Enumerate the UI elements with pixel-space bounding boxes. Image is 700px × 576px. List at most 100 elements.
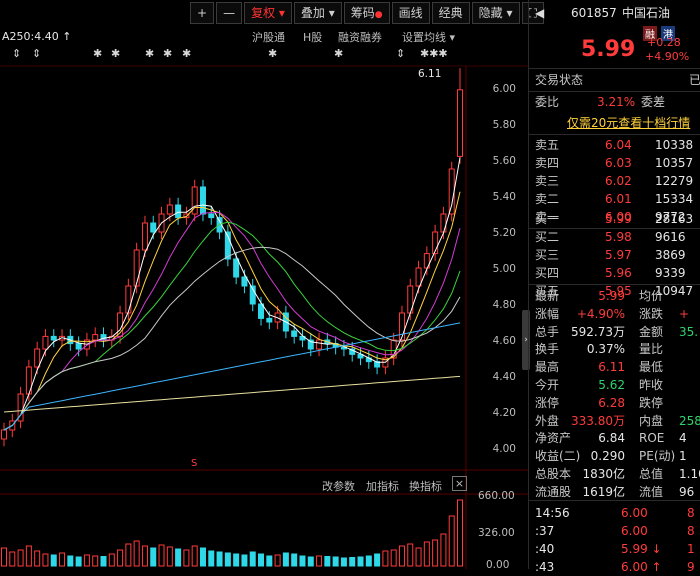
overlay-dropdown[interactable]: 叠加 ▾ <box>293 2 342 24</box>
kline-chart[interactable] <box>0 0 528 569</box>
y-tick: 4.20 <box>492 407 516 419</box>
weibi-value: 3.21% <box>597 95 636 109</box>
candle-body[interactable] <box>42 335 49 350</box>
classic-button[interactable]: 经典 <box>431 2 470 24</box>
candle-body[interactable] <box>224 231 231 260</box>
candle-body[interactable] <box>440 213 447 233</box>
candle-body[interactable] <box>141 222 148 251</box>
draw-line-button[interactable]: 画线 <box>391 2 430 24</box>
y-tick: 5.20 <box>492 227 516 239</box>
bid-price[interactable]: 5.96 <box>605 266 632 280</box>
candle-body[interactable] <box>307 339 314 350</box>
candle-body[interactable] <box>249 285 256 305</box>
ask-label: 卖四 <box>535 156 560 170</box>
candle-body[interactable] <box>92 334 99 341</box>
event-marker[interactable]: ✱ <box>182 47 192 60</box>
close-icon[interactable]: × <box>452 476 467 491</box>
volume-bar <box>92 555 99 567</box>
candle-body[interactable] <box>432 231 439 255</box>
ask-price[interactable]: 6.01 <box>605 192 632 206</box>
volume-bar <box>191 545 198 567</box>
event-marker[interactable]: ✱ <box>111 47 121 60</box>
event-marker[interactable]: ✱ <box>163 47 173 60</box>
volume-bar <box>448 515 455 567</box>
candle-body[interactable] <box>175 204 182 219</box>
back-icon[interactable]: ◀ <box>535 6 545 20</box>
ask-price[interactable]: 6.00 <box>605 210 632 224</box>
tick-time: :43 <box>535 560 555 574</box>
candle-body[interactable] <box>75 343 82 350</box>
y-tick: 4.60 <box>492 335 516 347</box>
candle-body[interactable] <box>291 330 298 337</box>
ask-price[interactable]: 6.02 <box>605 174 632 188</box>
volume-bar <box>75 556 82 567</box>
event-marker[interactable]: ✱ <box>145 47 155 60</box>
stat-label-2: PE(动) <box>639 449 676 464</box>
hide-dropdown[interactable]: 隐藏 ▾ <box>471 2 520 24</box>
candle-body[interactable] <box>166 204 173 215</box>
stat-label: 收益(二) <box>535 449 581 464</box>
candle-body[interactable] <box>398 312 405 341</box>
candle-body[interactable] <box>357 353 364 359</box>
candle-body[interactable] <box>34 348 41 368</box>
event-marker[interactable]: ⇕ <box>32 47 42 60</box>
event-marker[interactable]: ✱✱✱ <box>420 47 448 60</box>
candle-body[interactable] <box>258 303 265 319</box>
zoom-in-button[interactable]: + <box>190 2 215 24</box>
candle-body[interactable] <box>191 186 198 215</box>
candle-body[interactable] <box>199 186 206 215</box>
volume-bar <box>175 548 182 567</box>
fullscreen-icon[interactable]: ⛶ <box>521 2 544 24</box>
volume-bar <box>117 549 124 567</box>
event-marker[interactable]: ✱ <box>93 47 103 60</box>
event-marker[interactable]: ✱ <box>268 47 278 60</box>
candle-body[interactable] <box>50 335 57 341</box>
menu-set-ma[interactable]: 设置均线 ▾ <box>402 31 456 44</box>
candle-body[interactable] <box>457 89 463 157</box>
stat-label-2: 跌停 <box>639 395 664 410</box>
bid-label: 买三 <box>535 248 560 262</box>
bid-price[interactable]: 5.99 <box>605 212 632 226</box>
candle-body[interactable] <box>208 213 215 219</box>
ask-price[interactable]: 6.03 <box>605 156 632 170</box>
chips-button[interactable]: 筹码● <box>343 2 390 24</box>
switch-indicator-button[interactable]: 换指标 <box>409 480 442 493</box>
bid-label: 买一 <box>535 212 560 226</box>
ask-price[interactable]: 6.04 <box>605 138 632 152</box>
candle-body[interactable] <box>125 285 132 314</box>
event-marker[interactable]: ⇕ <box>12 47 22 60</box>
volume-bar <box>423 541 430 567</box>
event-marker[interactable]: ⇕ <box>396 47 406 60</box>
candle-body[interactable] <box>448 168 455 215</box>
candle-body[interactable] <box>150 222 157 233</box>
event-s-marker[interactable]: S <box>191 458 198 469</box>
menu-margin-trading[interactable]: 融资融券 <box>338 31 382 44</box>
bid-volume: 28163 <box>655 212 694 226</box>
menu-hk-connect[interactable]: 沪股通 <box>252 31 285 44</box>
candle-body[interactable] <box>133 249 140 287</box>
add-indicator-button[interactable]: 加指标 <box>366 480 399 493</box>
bid-price[interactable]: 5.98 <box>605 230 632 244</box>
candle-body[interactable] <box>233 258 240 278</box>
bid-label: 买二 <box>535 230 560 244</box>
edit-params-button[interactable]: 改参数 <box>322 480 355 493</box>
candle-body[interactable] <box>266 317 273 323</box>
bid-price[interactable]: 5.97 <box>605 248 632 262</box>
candle-body[interactable] <box>374 361 381 368</box>
stat-label: 总股本 <box>535 467 572 481</box>
level10-promo-link[interactable]: 仅需20元查看十档行情 <box>567 116 691 130</box>
bid-price[interactable]: 5.95 <box>605 284 632 298</box>
candle-body[interactable] <box>415 267 422 287</box>
volume-bar <box>258 553 265 567</box>
candle-body[interactable] <box>241 276 248 287</box>
volume-bar <box>365 555 372 567</box>
candle-body[interactable] <box>316 339 323 350</box>
candle-body[interactable] <box>1 429 7 440</box>
adjust-dropdown[interactable]: 复权 ▾ <box>244 2 292 24</box>
zoom-out-button[interactable]: — <box>216 2 243 24</box>
event-marker[interactable]: ✱ <box>334 47 344 60</box>
menu-h-share[interactable]: H股 <box>303 31 323 44</box>
volume-bar <box>224 552 231 567</box>
stat-label: 今开 <box>535 378 560 392</box>
collapse-panel-handle[interactable]: › <box>522 310 530 370</box>
